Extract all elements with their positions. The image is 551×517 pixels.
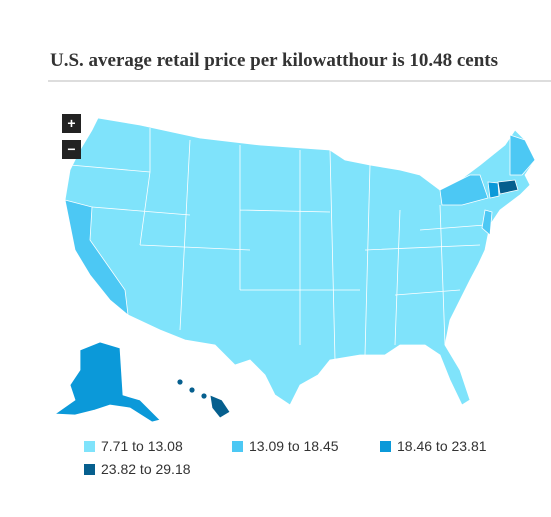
zoom-in[interactable]: + bbox=[62, 114, 81, 133]
legend-label: 23.82 to 29.18 bbox=[101, 461, 191, 477]
state bbox=[497, 179, 519, 195]
state bbox=[439, 174, 489, 206]
legend-item[interactable]: 13.09 to 18.45 bbox=[232, 438, 339, 454]
state bbox=[53, 341, 161, 423]
legend-label: 13.09 to 18.45 bbox=[249, 438, 339, 454]
legend-item[interactable]: 23.82 to 29.18 bbox=[84, 461, 191, 477]
state bbox=[509, 134, 536, 176]
divider bbox=[48, 80, 551, 82]
zoom-out[interactable]: − bbox=[62, 140, 81, 159]
legend-item[interactable]: 18.46 to 23.81 bbox=[380, 438, 487, 454]
title: U.S. average retail price per kilowattho… bbox=[50, 50, 499, 71]
legend-swatch bbox=[84, 441, 95, 452]
legend-swatch bbox=[380, 441, 391, 452]
legend-item[interactable]: 7.71 to 13.08 bbox=[84, 438, 183, 454]
legend-swatch bbox=[84, 464, 95, 475]
state bbox=[481, 209, 493, 236]
legend-label: 18.46 to 23.81 bbox=[397, 438, 487, 454]
legend-swatch bbox=[232, 441, 243, 452]
state bbox=[64, 199, 129, 316]
hawaii bbox=[176, 378, 231, 419]
state-borders bbox=[69, 128, 486, 361]
legend-label: 7.71 to 13.08 bbox=[101, 438, 183, 454]
state bbox=[487, 181, 500, 199]
